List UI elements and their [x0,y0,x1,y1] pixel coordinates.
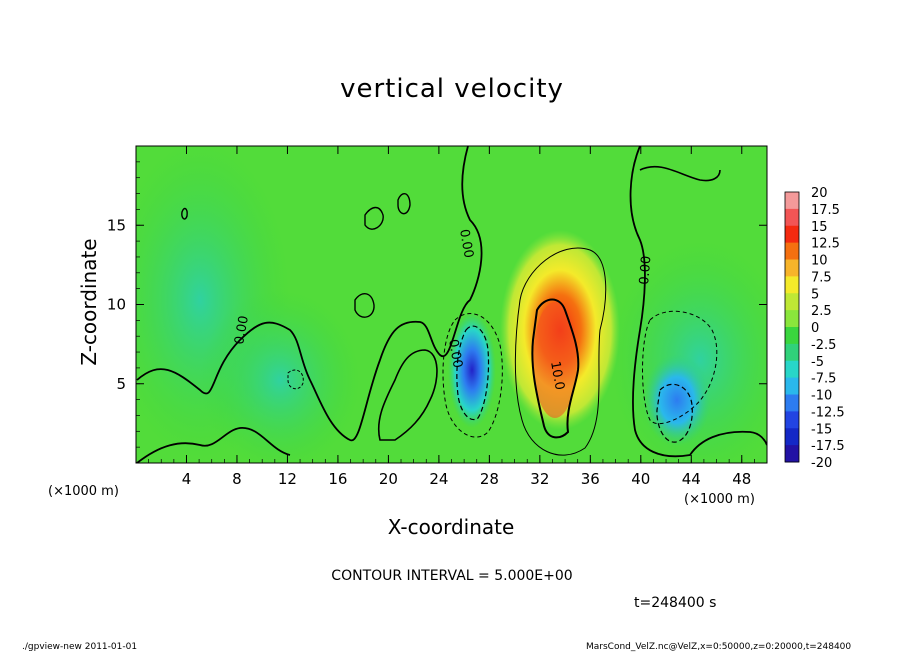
x-tick-label-7: 32 [530,470,549,488]
y-tick-label-1: 10 [107,296,126,314]
colorbar-swatch-0 [785,192,799,210]
colorbar-label-2: 15 [811,220,828,235]
colorbar-swatch-12 [785,394,799,412]
downdraft-contour-5 [442,313,503,438]
x-tick-label-3: 16 [328,470,347,488]
colorbar-swatch-13 [785,411,799,429]
contour-label-2: 0.00 [456,228,476,259]
colorbar-label-6: 5 [811,287,819,302]
chart-title: vertical velocity [340,74,564,104]
updraft-center [533,302,577,418]
downdraft-core [448,312,496,428]
updraft-contour-5 [514,247,607,456]
contour-label-3: 0.00 [637,255,654,285]
colorbar-swatch-1 [785,208,799,227]
colorbar-swatch-2 [785,225,799,244]
zero-contour-bottom [136,427,291,463]
field-teal-mid [200,290,360,463]
colorbar-label-14: -15 [811,422,832,437]
x-tick-label-4: 20 [379,470,398,488]
colorbar-label-11: -7.5 [811,372,836,387]
contour-layer [136,146,767,463]
colorbar-swatch-4 [785,259,799,277]
colorbar-swatch-7 [785,310,799,328]
colorbar-label-4: 10 [811,254,828,269]
downdraft-contour-10 [456,325,490,421]
contour-label-5: 10.0 [547,360,567,391]
colorbar-swatch-10 [785,360,799,379]
colorbar-label-13: -12.5 [811,405,845,420]
colorbar-label-0: 20 [811,186,828,201]
x-tick-label-5: 24 [429,470,448,488]
zero-contour-small [377,349,438,441]
downdraft-right-contour-5 [656,383,693,443]
x-tick-label-2: 12 [278,470,297,488]
updraft-contour-10 [531,298,580,439]
x-tick-label-8: 36 [581,470,600,488]
footer-left: ./gpview-new 2011-01-01 [22,642,138,652]
x-axis: 4 8 12 16 20 24 28 32 36 40 44 48 [135,146,768,488]
contour-top-right [639,165,721,182]
contour-blob-4 [181,207,188,220]
contour-blob-1 [364,206,384,230]
colorbar-label-5: 7.5 [811,270,832,285]
contour-blob-5 [287,369,304,390]
x-axis-label: X-coordinate [387,515,515,539]
y-axis: 5 10 15 [107,145,767,464]
y-tick-label-0: 5 [116,375,126,393]
x-tick-label-1: 8 [232,470,242,488]
contour-interval-text: CONTOUR INTERVAL = 5.000E+00 [331,568,573,584]
contour-labels: 0.00 0.00 0.00 0.00 10.0 [232,228,654,391]
colorbar-swatch-6 [785,293,799,311]
colorbar-swatch-9 [785,343,799,362]
colorbar-label-9: -2.5 [811,338,836,353]
zero-contour-right [629,146,767,458]
colorbar-frame [784,191,800,463]
colorbar-swatch-14 [785,428,799,446]
colorbar-label-7: 2.5 [811,304,832,319]
colorbar-swatch-5 [785,276,799,294]
x-tick-label-9: 40 [631,470,650,488]
downdraft-right [643,354,711,446]
colorbar-swatch-15 [785,445,799,463]
contour-blob-3 [397,193,411,215]
colorbar: 20 17.5 15 12.5 107.5 5 2.5 0 -2.5 -5 -7.5 -10-12.5… [784,186,845,471]
x-unit-right: (×1000 m) [684,492,755,507]
footer-right: MarsCond_VelZ.nc@VelZ,x=0:50000,z=0:2000… [586,642,852,652]
contour-label-4: 0.00 [445,338,465,369]
contour-label-1: 0.00 [232,315,252,346]
colorbar-label-1: 17.5 [811,203,840,218]
colorbar-swatch-11 [785,377,799,395]
colorbar-label-3: 12.5 [811,237,840,252]
contour-blob-2 [354,293,375,318]
x-tick-label-6: 28 [480,470,499,488]
colorbar-label-8: 0 [811,321,819,336]
downdraft-right-contour-2 [642,310,718,425]
colorbar-label-15: -17.5 [811,439,845,454]
colorbar-label-16: -20 [811,456,832,471]
x-tick-label-11: 48 [732,470,751,488]
colorbar-label-12: -10 [811,389,832,404]
field-layer [136,146,767,463]
colorbar-label-10: -5 [811,355,824,370]
zero-contour-left [136,146,483,441]
y-axis-label: Z-coordinate [77,238,101,366]
time-label: t=248400 s [634,595,717,611]
y-tick-label-2: 15 [107,216,126,234]
x-tick-label-10: 44 [682,470,701,488]
x-tick-label-0: 4 [182,470,192,488]
colorbar-swatch-8 [785,327,799,345]
colorbar-swatch-3 [785,242,799,260]
x-unit-left: (×1000 m) [48,484,119,499]
